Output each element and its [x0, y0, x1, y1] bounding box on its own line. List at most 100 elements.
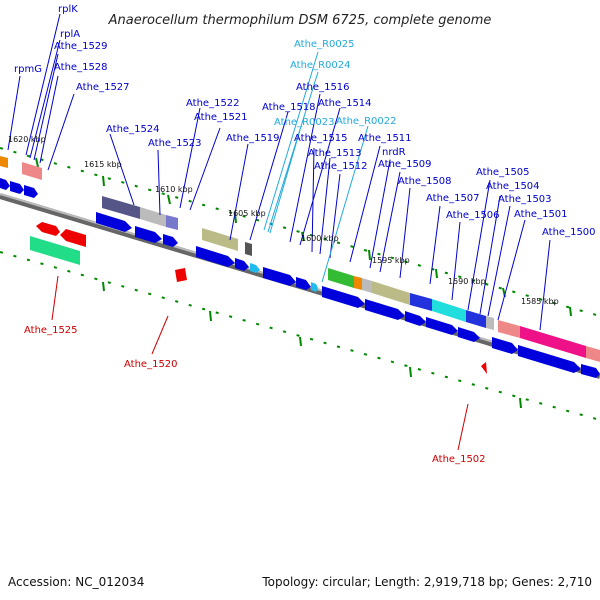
feature-block-forward [432, 299, 466, 322]
rna-label: Athe_R0025 [294, 39, 354, 50]
gene-label: rplK [58, 4, 78, 15]
gene-label: Athe_1516 [296, 82, 350, 93]
forward-arrow [492, 337, 518, 354]
reverse-arrow [60, 229, 86, 247]
genome-summary-text: Topology: circular; Length: 2,919,718 bp… [262, 575, 592, 589]
reverse-arrow [36, 222, 60, 236]
forward-arrow [235, 258, 249, 271]
map-title: Anaerocellum thermophilum DSM 6725, comp… [108, 13, 492, 28]
gene-label: Athe_1507 [426, 193, 480, 204]
rna-leader-lines [263, 51, 369, 283]
gene-label: Athe_1513 [308, 148, 362, 159]
feature-block-forward [466, 310, 486, 328]
gene-label: Athe_1501 [514, 209, 568, 220]
gene-label: Athe_1511 [358, 133, 412, 144]
reverse-leader-lines [51, 275, 469, 451]
gene-label: Athe_1528 [54, 62, 108, 73]
gene-label: rplA [60, 29, 80, 40]
feature-block-forward [486, 316, 494, 330]
reverse-feature-block [30, 236, 80, 265]
feature-block-forward [498, 320, 520, 338]
forward-arrow [10, 181, 24, 194]
feature-block-forward [166, 215, 178, 230]
gene-labels-bottom: Athe_1525 Athe_1520 Athe_1502 [24, 325, 486, 465]
forward-arrow [365, 299, 405, 320]
rna-label: Athe_R0022 [336, 116, 396, 127]
forward-arrow [458, 327, 480, 342]
gene-labels-top: rplK rplA Athe_1529 rpmG Athe_1528 Athe_… [14, 4, 596, 238]
gene-label: Athe_1514 [318, 98, 372, 109]
gene-label: Athe_1522 [186, 98, 240, 109]
accession-text: Accession: NC_012034 [8, 575, 145, 589]
gene-label: nrdR [382, 147, 406, 158]
label-leader-lines [7, 13, 551, 331]
gene-label: Athe_1500 [542, 227, 596, 238]
reverse-gene-label: Athe_1525 [24, 325, 78, 336]
rna-label: Athe_R0023 [274, 117, 334, 128]
reverse-arrow [175, 268, 187, 282]
feature-block-forward [372, 281, 410, 305]
feature-track-forward [0, 156, 600, 362]
feature-block-forward [586, 346, 600, 362]
forward-arrow [263, 267, 296, 286]
forward-arrow [311, 282, 318, 292]
forward-arrow [322, 286, 365, 308]
gene-label: Athe_1515 [294, 133, 348, 144]
scale-label: 1620 kbp [8, 135, 46, 144]
forward-arrow [518, 345, 581, 373]
gene-label: Athe_1519 [226, 133, 280, 144]
gene-label: rpmG [14, 64, 42, 75]
forward-arrow [250, 263, 260, 273]
rna-label: Athe_R0024 [290, 60, 350, 71]
forward-arrow [96, 212, 132, 232]
gene-label: Athe_1524 [106, 124, 160, 135]
scale-label: 1600 kbp [301, 234, 339, 243]
forward-arrow [24, 185, 38, 198]
gene-label: Athe_1506 [446, 210, 500, 221]
feature-block-forward [362, 278, 372, 293]
scale-label: 1595 kbp [372, 256, 410, 265]
feature-block-forward [245, 242, 252, 256]
forward-arrow [296, 277, 311, 290]
feature-block-forward [328, 268, 354, 288]
gene-label: Athe_1512 [314, 161, 368, 172]
gene-label: Athe_1509 [378, 159, 432, 170]
gene-label: Athe_1529 [54, 41, 108, 52]
forward-arrow [196, 246, 235, 267]
gene-label: Athe_1503 [498, 194, 552, 205]
feature-block-forward [102, 196, 140, 219]
gene-label: Athe_1505 [476, 167, 530, 178]
scale-label: 1615 kbp [84, 160, 122, 169]
gene-label: Athe_1504 [486, 181, 540, 192]
feature-block-forward [410, 293, 432, 311]
gene-label: Athe_1523 [148, 138, 202, 149]
gene-label: Athe_1521 [194, 112, 248, 123]
feature-track-reverse [30, 222, 487, 374]
tick-track-inner [0, 251, 600, 421]
reverse-arrow [481, 362, 487, 374]
reverse-gene-label: Athe_1520 [124, 359, 178, 370]
forward-arrow [163, 234, 178, 247]
scale-label: 1610 kbp [155, 185, 193, 194]
scale-label: 1590 kbp [448, 277, 486, 286]
feature-block-forward [202, 228, 238, 251]
reverse-gene-label: Athe_1502 [432, 454, 486, 465]
feature-block-forward [520, 326, 586, 358]
gene-label: Athe_1527 [76, 82, 130, 93]
scale-label: 1605 kbp [228, 209, 266, 218]
forward-arrow [581, 364, 600, 378]
forward-arrow [426, 317, 458, 335]
scale-label: 1585 kbp [521, 297, 559, 306]
gene-arrows-forward [0, 178, 600, 378]
gene-label: Athe_1518 [262, 102, 316, 113]
forward-arrow [0, 178, 10, 190]
feature-block-forward [354, 276, 362, 290]
feature-block-forward [140, 207, 166, 227]
feature-block-forward [0, 156, 8, 168]
forward-arrow [135, 226, 162, 243]
tick-track-outer [0, 147, 600, 317]
gene-label: Athe_1508 [398, 176, 452, 187]
feature-block-forward [22, 162, 42, 180]
forward-arrow [405, 311, 426, 326]
